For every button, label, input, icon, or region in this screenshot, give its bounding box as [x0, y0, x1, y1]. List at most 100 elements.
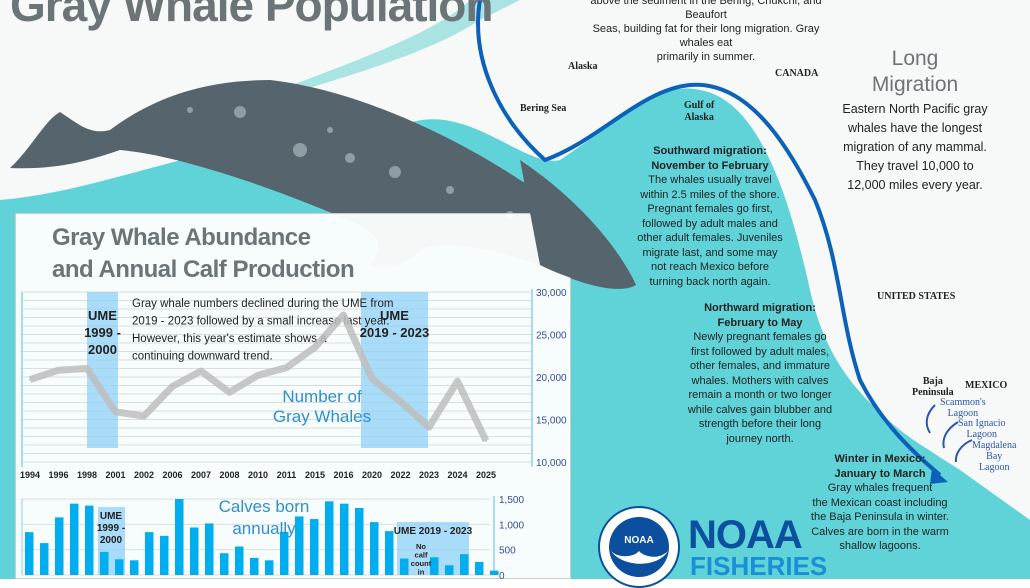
- x-tick-label: 2016: [333, 470, 353, 480]
- x-tick-label: 1996: [48, 470, 68, 480]
- calf-bar: [70, 503, 79, 575]
- chart-annotation: continuing downward trend.: [132, 351, 273, 363]
- feeding-text: primarily in summer.: [656, 51, 756, 63]
- long-migration-title: Migration: [871, 73, 959, 96]
- calf-bar: [265, 560, 274, 575]
- data-point: [399, 400, 402, 403]
- calf-bar: [355, 508, 364, 575]
- calf-bar: [235, 546, 244, 575]
- data-point: [143, 415, 145, 418]
- calf-bar: [295, 516, 304, 575]
- calf-bar: [310, 519, 319, 575]
- text-line: Newly pregnant females go: [693, 331, 827, 343]
- winter-heading: January to March: [834, 467, 926, 480]
- data-point: [257, 374, 259, 377]
- text-line: first followed by adult males,: [690, 345, 830, 358]
- calf-bar: [25, 532, 34, 575]
- ume-band-label: 1999 -: [84, 325, 121, 340]
- text-line: within 2.5 miles of the shore.: [640, 188, 780, 201]
- ume-band-label: 2019 - 2023: [360, 325, 429, 340]
- y-tick-label: 0: [499, 571, 505, 579]
- x-tick-label: 2008: [219, 470, 239, 480]
- calf-bar: [400, 558, 409, 575]
- label-gulf: Alaska: [684, 112, 714, 123]
- ume-band-label: UME: [380, 308, 409, 323]
- label-canada: CANADA: [775, 68, 819, 79]
- data-point: [171, 385, 174, 388]
- data-point: [314, 346, 316, 349]
- chart-annotation: However, this year's estimate shows a: [132, 333, 327, 345]
- x-tick-label: 2001: [105, 470, 125, 480]
- data-point: [114, 410, 117, 413]
- y-tick-label: 10,000: [536, 458, 567, 469]
- series-label: annually: [232, 519, 296, 538]
- text-line: turning back north again.: [649, 275, 771, 288]
- southward-text: The whales usually travel within 2.5 mile…: [610, 173, 810, 289]
- x-tick-label: 2011: [277, 470, 297, 480]
- ume-band-label: UME 2019 - 2023: [394, 526, 473, 537]
- data-point: [342, 313, 345, 316]
- chart-title: Gray Whale Abundance: [52, 224, 311, 251]
- ume-band-label: 2000: [100, 535, 123, 546]
- calf-bar: [370, 522, 379, 575]
- lagoon-name: Lagoon: [978, 462, 1010, 473]
- lagoon-name: Bay: [986, 451, 1003, 462]
- text-line: whales. Mothers with calves: [691, 374, 829, 387]
- ume-band-label: UME: [88, 308, 117, 323]
- ume-band-label: 2000: [88, 342, 117, 357]
- chart-annotation: Gray whale numbers declined during the U…: [132, 298, 393, 310]
- y-tick-label: 25,000: [536, 331, 567, 342]
- label-mexico: MEXICO: [965, 380, 1008, 391]
- calf-bar: [55, 517, 64, 575]
- data-point: [428, 426, 430, 429]
- calf-bar: [460, 554, 469, 575]
- calf-bar: [475, 561, 484, 575]
- data-point: [228, 391, 231, 394]
- label-alaska: Alaska: [568, 61, 598, 72]
- calf-bar: [130, 560, 139, 575]
- lagoon-name: San Ignacio: [958, 418, 1006, 429]
- text-line: shallow lagoons.: [839, 540, 921, 552]
- data-point: [485, 439, 487, 442]
- text-line: other adult females. Juveniles: [637, 232, 783, 244]
- series-label: Gray Whales: [273, 407, 371, 426]
- text-line: strength before their long: [698, 418, 822, 430]
- calf-bar: [160, 535, 169, 575]
- y-tick-label: 15,000: [536, 416, 567, 427]
- calf-bar: [220, 553, 229, 575]
- calf-bar: [100, 551, 109, 575]
- text-line: the Baja Peninsula in winter.: [810, 511, 950, 523]
- data-point: [285, 366, 288, 369]
- northward-heading: Northward migration:: [704, 302, 816, 314]
- x-tick-label: 2007: [191, 470, 211, 480]
- label-baja: Peninsula: [912, 387, 954, 398]
- calf-bar: [40, 543, 49, 575]
- x-tick-label: 2022: [390, 470, 410, 480]
- label-baja: Baja: [922, 376, 943, 387]
- data-point: [200, 370, 202, 373]
- y-tick-label: 20,000: [536, 373, 567, 384]
- no-count-note: in: [418, 568, 425, 577]
- x-tick-label: 2024: [447, 470, 467, 480]
- text-line: journey north.: [726, 432, 794, 445]
- calf-bar: [175, 499, 184, 575]
- label-united-states: UNITED STATES: [877, 291, 956, 302]
- lagoon-arrows-icon: [925, 404, 973, 463]
- y-tick-label: 500: [499, 546, 516, 557]
- data-point: [86, 367, 88, 370]
- calf-bar: [385, 531, 394, 575]
- chart-annotation: 2019 - 2023 followed by a small increase…: [132, 316, 390, 328]
- y-tick-label: 1,000: [499, 520, 524, 531]
- northward-text: Newly pregnant females go first followed …: [660, 330, 860, 446]
- x-tick-label: 2010: [248, 470, 268, 480]
- lagoon-name: Magdalena: [972, 440, 1017, 451]
- text-line: Calves are born in the warm: [811, 525, 949, 538]
- chart-title: and Annual Calf Production: [52, 256, 355, 283]
- feeding-text: Seas, building fat for their long migrat…: [592, 23, 820, 49]
- series-label: Number of: [282, 387, 362, 406]
- long-migration-body: Eastern North Pacific gray whales have t…: [842, 102, 988, 192]
- text-line: while calves gain blubber and: [687, 403, 833, 416]
- y-tick-label: 30,000: [536, 288, 567, 299]
- text-line: the Mexican coast including: [812, 496, 948, 509]
